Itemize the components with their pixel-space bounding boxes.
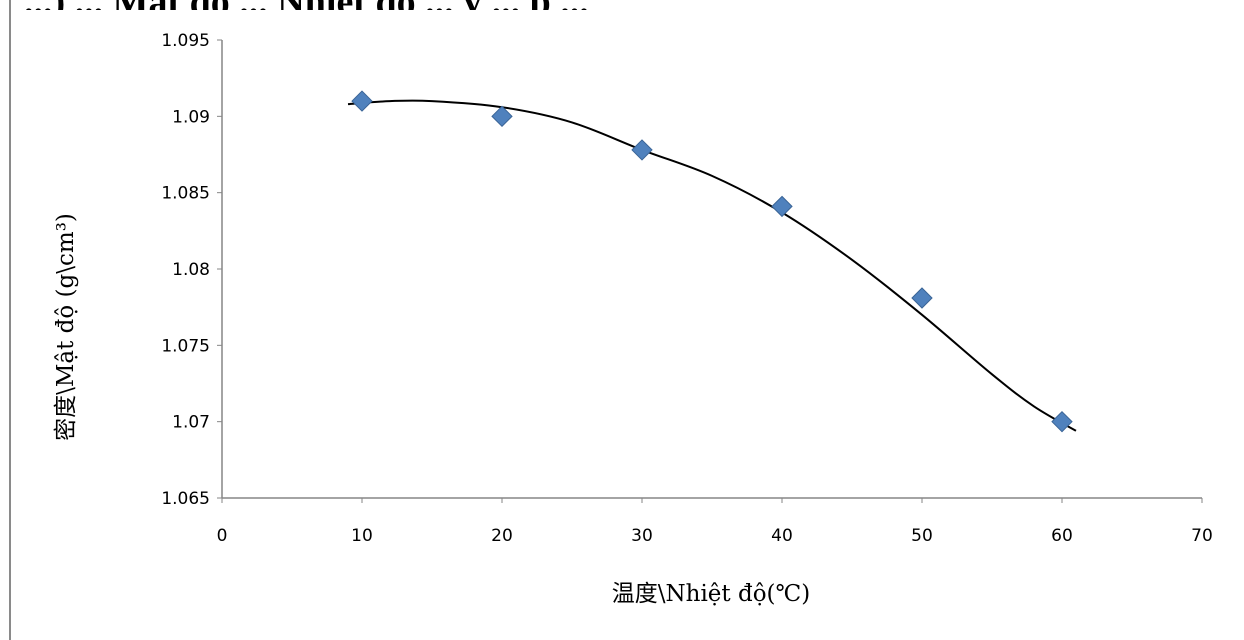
y-tick-label: 1.07 xyxy=(172,413,210,433)
x-tick-label: 30 xyxy=(631,526,653,546)
x-tick-label: 70 xyxy=(1191,526,1213,546)
x-tick-label: 10 xyxy=(351,526,373,546)
data-point-diamond xyxy=(911,287,933,309)
data-point-diamond xyxy=(351,90,373,112)
y-tick-label: 1.085 xyxy=(161,184,210,204)
y-axis-title: 密度\Mật độ (g\cm³) xyxy=(53,213,79,441)
y-tick-label: 1.065 xyxy=(161,489,210,509)
cropped-heading-text: ...) ... Mật độ ... Nhiệt độ ... y ... p… xyxy=(24,0,589,10)
data-point-diamond xyxy=(491,105,513,128)
y-tick-label: 1.09 xyxy=(172,107,210,127)
x-axis-title: 温度\Nhiệt độ(℃) xyxy=(612,581,810,607)
y-tick-label: 1.095 xyxy=(161,31,210,51)
data-points xyxy=(351,90,1073,433)
x-tick-label: 60 xyxy=(1051,526,1073,546)
y-tick-label: 1.08 xyxy=(172,260,210,280)
x-tick-group: 0 10 20 30 40 50 60 70 xyxy=(217,498,1213,546)
axes: 1.065 1.07 1.075 1.08 1.085 1.09 1.095 0 10 20 30… xyxy=(161,31,1212,546)
data-point-diamond xyxy=(631,139,653,161)
data-point-diamond xyxy=(1051,410,1073,433)
x-tick-label: 40 xyxy=(771,526,793,546)
y-tick-group: 1.065 1.07 1.075 1.08 1.085 1.09 1.095 xyxy=(161,31,222,509)
x-tick-label: 0 xyxy=(217,526,228,546)
trendline xyxy=(347,99,1077,432)
data-point-diamond xyxy=(771,195,793,218)
page-border-line xyxy=(9,0,11,640)
x-tick-label: 20 xyxy=(491,526,513,546)
x-tick-label: 50 xyxy=(911,526,933,546)
y-tick-label: 1.075 xyxy=(161,336,210,356)
cropped-heading: ...) ... Mật độ ... Nhiệt độ ... y ... p… xyxy=(0,0,1244,10)
